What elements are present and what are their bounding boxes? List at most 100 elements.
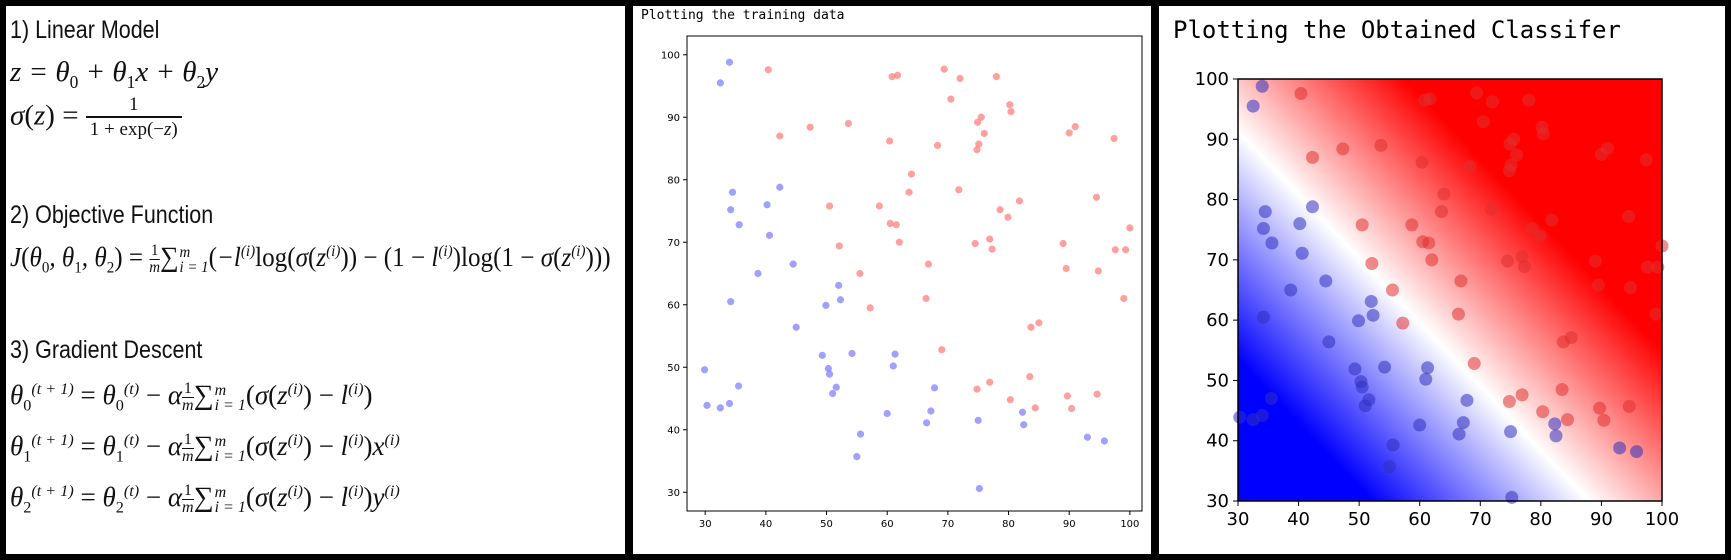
classifier-panel: Plotting the Obtained Classifer 30 40 50 60… bbox=[1159, 6, 1725, 554]
positive-class-point bbox=[776, 132, 784, 140]
negative-class-point bbox=[765, 231, 774, 239]
positive-class-point bbox=[844, 119, 852, 128]
negative-class-point bbox=[974, 416, 982, 424]
positive-class-point bbox=[971, 239, 979, 248]
negative-class-point bbox=[716, 404, 724, 412]
negative-class-point bbox=[835, 281, 843, 289]
classifier-heatmap-chart: 30 40 50 60 70 80 90 100 30 40 50 60 70 80 90 100 bbox=[1195, 69, 1680, 530]
theta2-update-equation: θ2(t + 1) = θ2(t) − α 1 m ∑ m i = 1 (σ(z(i)) −… bbox=[10, 482, 400, 517]
overlay-positive-point bbox=[1463, 159, 1477, 173]
positive-class-point bbox=[856, 269, 864, 278]
y-tick-label: 90 bbox=[667, 113, 680, 124]
heat-y-tick-label: 40 bbox=[1206, 431, 1229, 452]
positive-class-point bbox=[973, 118, 982, 126]
positive-class-point bbox=[933, 141, 942, 149]
negative-class-point bbox=[848, 349, 856, 358]
negative-class-point bbox=[818, 351, 826, 359]
negative-class-point bbox=[927, 407, 935, 415]
positive-class-point bbox=[996, 206, 1004, 214]
positive-class-point bbox=[1062, 264, 1070, 273]
overlay-positive-point bbox=[1649, 307, 1663, 321]
positive-class-point bbox=[1120, 294, 1128, 303]
overlay-negative-point bbox=[1460, 393, 1474, 407]
overlay-positive-point bbox=[1467, 357, 1481, 371]
heat-x-tick-label: 90 bbox=[1590, 509, 1613, 530]
negative-class-point bbox=[829, 389, 837, 398]
negative-class-point bbox=[1083, 433, 1091, 441]
y-tick-label: 100 bbox=[661, 50, 680, 61]
positive-class-point bbox=[1031, 404, 1039, 412]
overlay-positive-point bbox=[1561, 413, 1575, 427]
negative-class-point bbox=[776, 183, 784, 191]
overlay-negative-point bbox=[1549, 429, 1563, 443]
linear-model-equation: z = θ0 + θ1x + θ2y bbox=[10, 56, 219, 92]
overlay-negative-point bbox=[1293, 217, 1307, 231]
y-tick-label: 30 bbox=[667, 488, 680, 499]
heat-x-tick-label: 40 bbox=[1287, 509, 1310, 530]
heat-y-tick-label: 90 bbox=[1206, 129, 1229, 150]
overlay-positive-point bbox=[1651, 260, 1665, 274]
overlay-negative-point bbox=[1382, 460, 1396, 474]
overlay-positive-point bbox=[1451, 307, 1465, 321]
negative-class-point bbox=[883, 409, 891, 418]
positive-class-point bbox=[1122, 246, 1130, 254]
training-scatter-chart: 30 40 50 60 70 80 90 100 30 40 50 60 70 80 90 100 bbox=[661, 35, 1143, 530]
overlay-negative-point bbox=[1233, 410, 1247, 424]
overlay-negative-point bbox=[1256, 222, 1270, 236]
overlay-positive-point bbox=[1591, 278, 1605, 292]
theta1-update-equation: θ1(t + 1) = θ1(t) − α 1 m ∑ m i = 1 (σ(z(i)) −… bbox=[10, 431, 400, 466]
negative-class-point bbox=[754, 269, 762, 278]
heatmap-frame bbox=[1237, 78, 1663, 502]
negative-class-point bbox=[725, 58, 734, 66]
overlay-negative-point bbox=[1419, 372, 1433, 386]
positive-class-point bbox=[973, 146, 981, 154]
heat-y-tick-label: 30 bbox=[1206, 491, 1229, 512]
overlay-positive-point bbox=[1396, 316, 1410, 330]
overlay-positive-point bbox=[1555, 382, 1569, 396]
overlay-negative-point bbox=[1295, 246, 1309, 260]
positive-class-point bbox=[895, 238, 903, 246]
negative-class-point bbox=[822, 301, 830, 309]
positive-class-point bbox=[886, 137, 894, 145]
heat-y-tick-label: 60 bbox=[1206, 310, 1229, 331]
negative-class-point bbox=[1020, 421, 1028, 429]
overlay-positive-point bbox=[1536, 405, 1550, 419]
positive-class-point bbox=[986, 378, 994, 386]
x-tick-label: 50 bbox=[820, 519, 833, 530]
overlay-negative-point bbox=[1386, 438, 1400, 452]
overlay-negative-point bbox=[1355, 380, 1369, 394]
overlay-negative-point bbox=[1548, 417, 1562, 431]
overlay-negative-point bbox=[1452, 427, 1466, 441]
positive-class-point bbox=[1126, 224, 1134, 232]
positive-class-point bbox=[1068, 404, 1076, 413]
scatter-title: Plotting the training data bbox=[641, 8, 845, 23]
overlay-positive-point bbox=[1600, 141, 1614, 155]
overlay-negative-point bbox=[1322, 335, 1336, 349]
negative-class-point bbox=[853, 453, 861, 461]
positive-class-point bbox=[1071, 123, 1079, 131]
negative-class-point bbox=[1018, 408, 1027, 416]
heat-y-tick-label: 80 bbox=[1206, 190, 1229, 211]
overlay-positive-point bbox=[1437, 187, 1451, 201]
heat-y-tick-label: 50 bbox=[1206, 370, 1229, 391]
negative-class-point bbox=[727, 298, 735, 306]
overlay-positive-point bbox=[1624, 281, 1638, 295]
overlay-positive-point bbox=[1485, 95, 1499, 109]
positive-class-point bbox=[1026, 373, 1034, 381]
positive-class-point bbox=[905, 188, 913, 196]
overlay-positive-point bbox=[1435, 205, 1449, 219]
heat-x-tick-label: 50 bbox=[1348, 509, 1371, 530]
overlay-positive-point bbox=[1533, 229, 1547, 243]
heat-y-tick-label: 100 bbox=[1195, 69, 1229, 90]
negative-class-point bbox=[763, 201, 771, 209]
positive-class-point bbox=[975, 140, 983, 148]
positive-class-point bbox=[924, 260, 933, 268]
overlay-positive-point bbox=[1385, 283, 1399, 297]
x-tick-label: 40 bbox=[759, 519, 772, 530]
overlay-positive-point bbox=[1622, 399, 1636, 413]
overlay-negative-point bbox=[1613, 441, 1627, 455]
overlay-positive-point bbox=[1588, 254, 1602, 268]
negative-class-point bbox=[930, 384, 939, 392]
overlay-positive-point bbox=[1522, 93, 1536, 107]
